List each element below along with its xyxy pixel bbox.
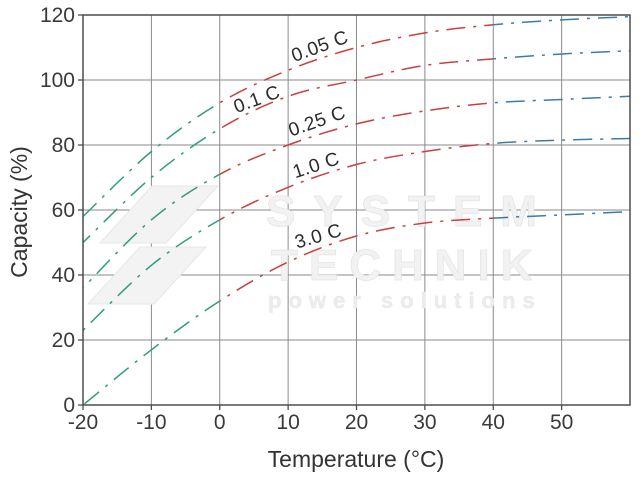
curve-1.0c bbox=[219, 142, 494, 221]
curve-0.25c bbox=[83, 173, 220, 289]
y-tick-label: 80 bbox=[52, 134, 75, 157]
x-tick-label: 50 bbox=[550, 411, 573, 434]
watermark: SYSTEM TECHNIK power solutions bbox=[86, 185, 555, 313]
curve-3.0c bbox=[219, 217, 494, 302]
y-tick-label: 20 bbox=[52, 329, 75, 352]
y-axis-title: Capacity (%) bbox=[6, 146, 32, 278]
curve-0.1c bbox=[83, 127, 220, 244]
y-tick-label: 0 bbox=[63, 394, 75, 417]
curve-0.05c bbox=[493, 15, 631, 26]
curve-label: 0.1 C bbox=[231, 82, 283, 118]
x-tick-label: 10 bbox=[276, 411, 299, 434]
capacity-curves bbox=[83, 15, 631, 406]
x-tick-label: 40 bbox=[482, 411, 505, 434]
curve-label: 0.25 C bbox=[286, 102, 349, 141]
x-axis-title: Temperature (°C) bbox=[268, 446, 445, 472]
gridlines bbox=[83, 15, 630, 405]
x-tick-label: 20 bbox=[345, 411, 368, 434]
curve-label: 1.0 C bbox=[290, 148, 342, 183]
curve-0.1c bbox=[219, 58, 494, 130]
curve-label: 0.05 C bbox=[289, 27, 352, 67]
x-tick-label: 30 bbox=[413, 411, 436, 434]
curve-3.0c bbox=[493, 210, 631, 219]
watermark-line3: power solutions bbox=[268, 288, 542, 313]
watermark-line1: SYSTEM bbox=[266, 187, 555, 236]
curve-0.25c bbox=[219, 102, 494, 176]
watermark-logo-icon bbox=[86, 246, 208, 305]
y-tick-labels: 0 20 40 60 80 100 120 bbox=[40, 4, 75, 417]
x-tick-label: -10 bbox=[136, 411, 166, 434]
x-tick-label: 0 bbox=[214, 411, 226, 434]
y-tick-label: 100 bbox=[40, 69, 75, 92]
x-tick-label: -20 bbox=[68, 411, 98, 434]
axis-ticks bbox=[78, 14, 563, 410]
y-tick-label: 60 bbox=[52, 199, 75, 222]
y-tick-label: 120 bbox=[40, 4, 75, 27]
watermark-line2: TECHNIK bbox=[271, 241, 544, 290]
x-tick-labels: -20 -10 0 10 20 30 40 50 bbox=[68, 411, 573, 434]
y-tick-label: 40 bbox=[52, 264, 75, 287]
curve-1.0c bbox=[493, 137, 631, 145]
